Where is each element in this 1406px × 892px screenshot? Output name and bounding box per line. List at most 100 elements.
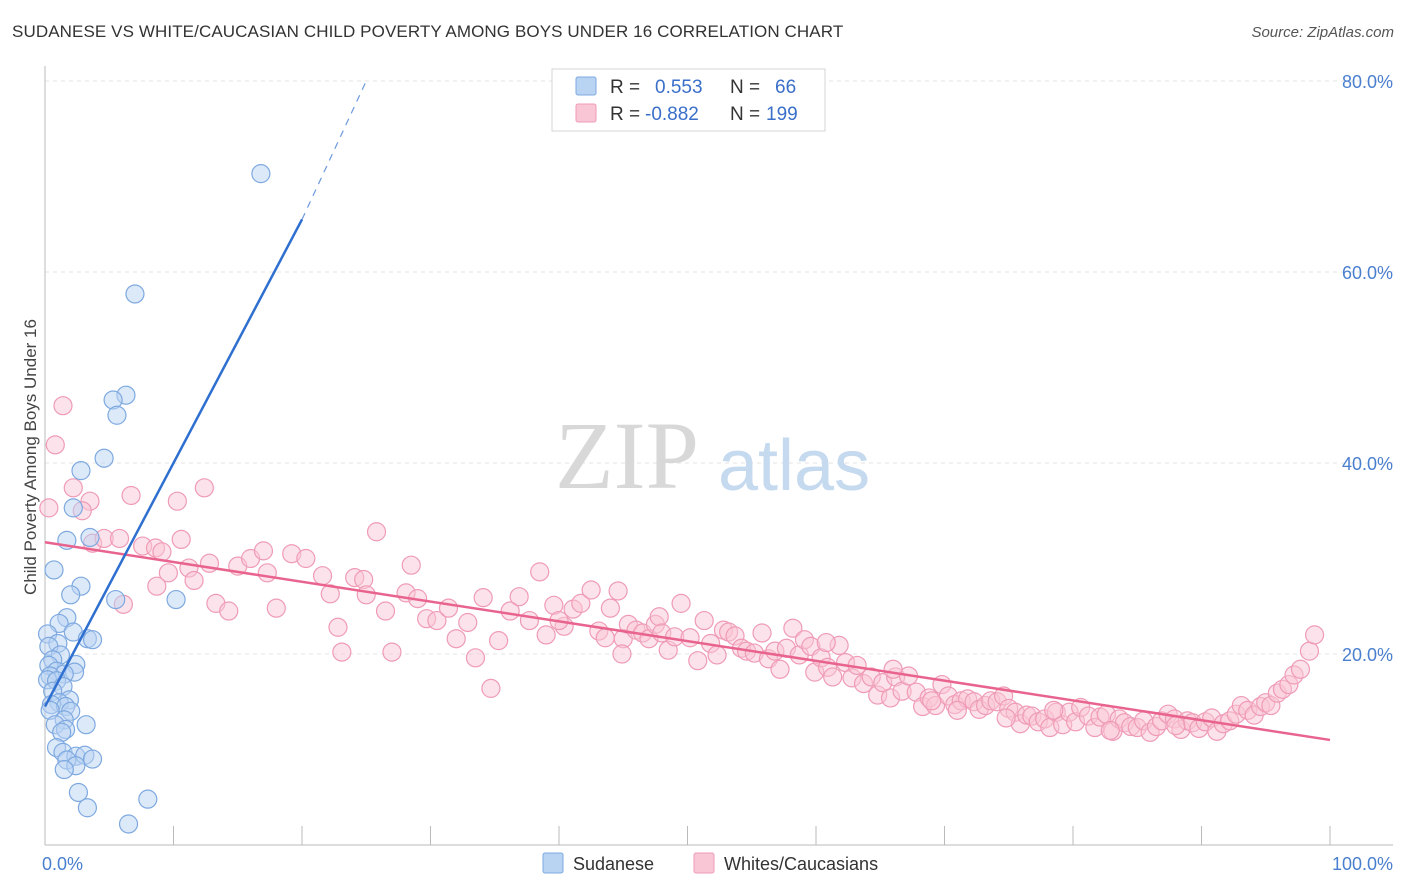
- white-point: [612, 644, 632, 664]
- white-point: [184, 570, 204, 591]
- white-point: [39, 498, 59, 518]
- white-point: [438, 598, 459, 618]
- white-point: [536, 625, 556, 645]
- white-point: [219, 601, 239, 621]
- white-point: [770, 659, 790, 679]
- white-point: [752, 623, 772, 643]
- tick-labels: 20.0% 40.0% 60.0% 80.0% 0.0% 100.0%: [42, 72, 1393, 874]
- white-point: [595, 628, 615, 648]
- sudanese-point: [61, 585, 81, 605]
- legend-r-label-2: R =: [610, 104, 640, 125]
- white-point: [53, 396, 73, 416]
- white-point: [1044, 700, 1064, 720]
- white-point: [446, 629, 466, 649]
- white-point: [694, 610, 714, 631]
- legend-swatch-white: [575, 103, 597, 123]
- white-point: [530, 562, 550, 582]
- bottom-legend-swatch-sudanese: [542, 852, 564, 874]
- sudanese-point: [138, 789, 158, 809]
- sudanese-trend-line: [43, 218, 304, 708]
- white-point: [680, 628, 700, 648]
- white-point: [427, 610, 447, 631]
- white-point: [519, 610, 540, 631]
- white-point: [194, 478, 214, 498]
- sudanese-point: [77, 798, 98, 818]
- white-point: [1304, 625, 1325, 645]
- white-point: [356, 585, 376, 605]
- legend-swatch-sudanese: [575, 76, 597, 96]
- legend-n-value-1: 66: [775, 77, 796, 98]
- watermark: ZIP atlas: [555, 402, 870, 509]
- white-point: [45, 435, 65, 455]
- gridlines: [45, 80, 1393, 655]
- sudanese-point: [82, 630, 103, 650]
- bottom-legend-swatch-white: [693, 852, 715, 874]
- legend-r-value-2: -0.882: [645, 104, 699, 125]
- source-label: Source: ZipAtlas.com: [1251, 24, 1394, 41]
- white-point: [996, 708, 1016, 728]
- white-point: [401, 555, 421, 575]
- legend-r-label-1: R =: [610, 77, 640, 98]
- y-tick-label: 80.0%: [1342, 72, 1393, 92]
- white-point: [121, 485, 141, 506]
- white-trend-line: [44, 541, 1331, 742]
- white-point: [816, 632, 836, 653]
- white-point: [312, 566, 333, 586]
- white-point: [296, 548, 316, 569]
- white-point: [608, 581, 628, 601]
- white-point: [481, 678, 501, 698]
- sudanese-points: [37, 164, 271, 834]
- legend: R = 0.553 N = 66 R = -0.882 N = 199: [551, 68, 826, 132]
- bottom-legend: Sudanese Whites/Caucasians: [542, 852, 878, 874]
- sudanese-point: [82, 749, 103, 769]
- white-point: [571, 593, 591, 613]
- sudanese-point: [54, 759, 74, 780]
- white-point: [883, 659, 903, 679]
- white-point: [63, 478, 83, 498]
- white-point: [320, 584, 340, 604]
- white-point: [823, 667, 843, 687]
- white-point: [366, 522, 387, 542]
- white-point: [581, 580, 601, 600]
- white-point: [600, 598, 621, 618]
- sudanese-point: [251, 164, 271, 184]
- sudanese-point: [44, 560, 64, 580]
- white-point: [1166, 716, 1186, 736]
- watermark-atlas: atlas: [718, 426, 870, 506]
- white-point: [109, 528, 130, 549]
- chart-title: SUDANESE VS WHITE/CAUCASIAN CHILD POVERT…: [12, 22, 844, 41]
- white-point: [158, 563, 178, 583]
- sudanese-trend-extension: [301, 80, 367, 220]
- bottom-legend-white: Whites/Caucasians: [724, 854, 878, 874]
- y-axis-label: Child Poverty Among Boys Under 16: [21, 319, 40, 595]
- legend-r-value-1: 0.553: [655, 77, 703, 98]
- sudanese-point: [80, 527, 100, 548]
- white-point: [707, 645, 727, 665]
- white-point: [1290, 659, 1311, 679]
- y-tick-label: 20.0%: [1342, 645, 1393, 665]
- white-point: [328, 617, 348, 637]
- white-point: [257, 563, 277, 583]
- white-point: [489, 631, 509, 651]
- white-point: [947, 700, 967, 720]
- white-point: [1299, 641, 1320, 661]
- bottom-legend-sudanese: Sudanese: [573, 854, 654, 874]
- white-point: [465, 648, 486, 668]
- watermark-zip: ZIP: [555, 402, 699, 509]
- sudanese-point: [118, 814, 139, 834]
- legend-n-label-2: N =: [730, 104, 760, 125]
- white-point: [458, 612, 478, 633]
- sudanese-point: [106, 589, 126, 610]
- white-point: [253, 541, 274, 561]
- x-tick-label: 0.0%: [42, 854, 83, 874]
- sudanese-point: [107, 405, 127, 425]
- white-point: [171, 529, 191, 550]
- sudanese-point: [125, 284, 145, 304]
- white-point: [382, 642, 402, 662]
- white-point: [509, 587, 529, 607]
- white-point: [473, 588, 493, 608]
- x-tick-label: 100.0%: [1332, 854, 1393, 874]
- white-point: [375, 601, 396, 621]
- white-point: [783, 618, 803, 638]
- legend-n-value-2: 199: [766, 104, 798, 125]
